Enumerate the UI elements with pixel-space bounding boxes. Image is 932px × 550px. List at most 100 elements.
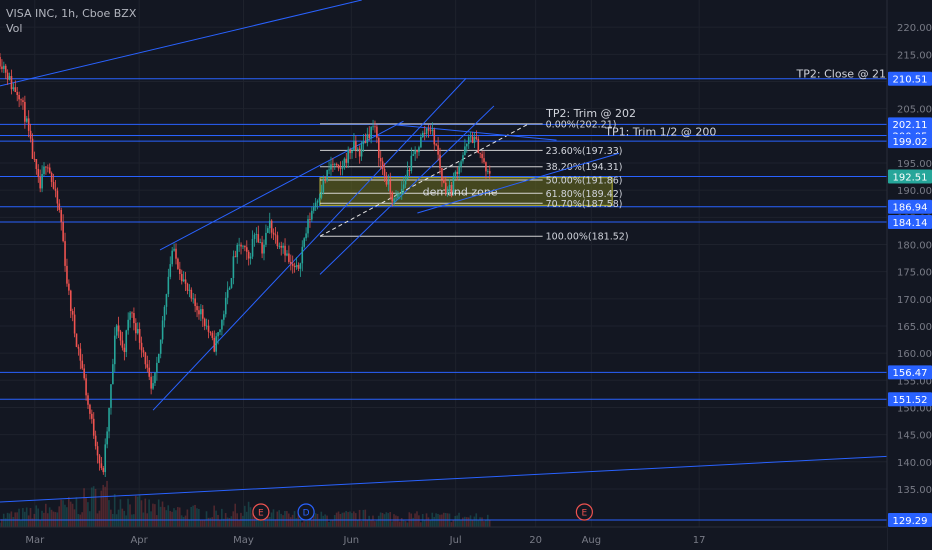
trendline[interactable] bbox=[319, 123, 529, 237]
candle-body bbox=[270, 220, 273, 233]
demand-zone[interactable]: demand zone bbox=[319, 177, 613, 206]
price-level-tag[interactable] bbox=[888, 365, 932, 380]
candle-body bbox=[475, 137, 478, 139]
volume-bar bbox=[450, 522, 453, 527]
trendline[interactable] bbox=[152, 77, 467, 411]
price-level-tag[interactable] bbox=[888, 199, 932, 214]
candle-body bbox=[123, 347, 126, 353]
time-axis[interactable]: Mar Apr May Jun Jul 20 Aug 17 bbox=[0, 526, 887, 550]
candle-body bbox=[452, 177, 455, 193]
horizontal-levels[interactable] bbox=[0, 78, 887, 521]
candle-body bbox=[443, 179, 445, 183]
candle-body bbox=[364, 141, 367, 143]
price-tick-label: 145.00 bbox=[897, 431, 932, 442]
volume-bar bbox=[337, 511, 340, 527]
price-level-tag[interactable] bbox=[888, 169, 932, 184]
volume-bar bbox=[230, 516, 233, 527]
volume-bar bbox=[129, 504, 131, 527]
trendline[interactable] bbox=[417, 152, 620, 214]
volume-bar bbox=[242, 515, 244, 527]
volume-bar bbox=[45, 503, 47, 527]
candle-body bbox=[29, 130, 32, 139]
volume-bar bbox=[92, 486, 95, 527]
demand-zone-box[interactable] bbox=[319, 177, 613, 206]
price-level-tag[interactable] bbox=[888, 214, 932, 229]
time-tick-label: Jun bbox=[343, 535, 360, 546]
volume-bar bbox=[433, 516, 435, 527]
volume-bar bbox=[173, 508, 175, 527]
candle-body bbox=[52, 181, 55, 189]
earnings-marker[interactable] bbox=[252, 503, 270, 521]
volume-bar bbox=[198, 508, 200, 527]
volume-bar bbox=[429, 519, 432, 527]
candle-body bbox=[79, 348, 82, 361]
candle-body bbox=[355, 141, 357, 151]
fib-retracement[interactable]: 0.00%(202.21) 23.60%(197.33) 38.20%(194.31… bbox=[320, 119, 629, 243]
candle-body bbox=[312, 207, 315, 211]
price-tick-label: 180.00 bbox=[897, 240, 932, 251]
price-level-tag[interactable] bbox=[888, 512, 932, 527]
price-level-tag[interactable] bbox=[888, 392, 932, 407]
candle-body bbox=[399, 193, 401, 195]
candle-body bbox=[356, 148, 359, 151]
price-level-tag[interactable] bbox=[888, 134, 932, 149]
candle-body bbox=[173, 248, 175, 251]
volume-bar bbox=[345, 510, 347, 527]
chart-legend: VISA INC, 1h, Cboe BZX Vol bbox=[6, 6, 136, 36]
trendline[interactable] bbox=[0, 0, 362, 87]
candle-body bbox=[129, 312, 131, 320]
candle-body bbox=[368, 134, 371, 139]
dividend-marker[interactable] bbox=[297, 503, 315, 521]
volume-bar bbox=[188, 519, 191, 527]
volume-bar bbox=[322, 515, 325, 527]
volume-bar bbox=[284, 510, 286, 527]
volume-label[interactable]: Vol bbox=[6, 22, 23, 35]
trendline[interactable] bbox=[0, 455, 888, 503]
candle-body bbox=[454, 171, 457, 178]
candle-body bbox=[75, 333, 78, 347]
volume-bar bbox=[307, 520, 309, 527]
candle-body bbox=[483, 158, 485, 163]
candle-body bbox=[339, 168, 342, 170]
volume-bar bbox=[293, 511, 296, 527]
time-tick-label: Mar bbox=[25, 535, 45, 546]
candle-body bbox=[39, 176, 41, 189]
candle-body bbox=[332, 164, 334, 166]
price-level-tag[interactable] bbox=[888, 117, 932, 132]
volume-bar bbox=[471, 519, 474, 527]
price-level-tag-label: 151.52 bbox=[893, 395, 928, 406]
volume-bar bbox=[383, 514, 386, 527]
candle-body bbox=[56, 190, 59, 204]
price-tick-label: 165.00 bbox=[897, 322, 932, 333]
volume-bar bbox=[477, 519, 479, 527]
candle-body bbox=[152, 383, 154, 389]
volume-bar bbox=[167, 505, 170, 527]
volume-bar bbox=[154, 504, 156, 527]
candle-body bbox=[223, 314, 225, 320]
volume-bar bbox=[404, 520, 407, 527]
volume-bar bbox=[416, 511, 418, 527]
candle-body bbox=[303, 238, 305, 247]
volume-bar bbox=[85, 497, 87, 527]
price-axis[interactable]: 220.00215.00210.00205.00200.00195.00190.… bbox=[886, 0, 932, 550]
volume-bar bbox=[184, 515, 187, 527]
volume-bar bbox=[155, 515, 158, 527]
symbol-title[interactable]: VISA INC, 1h, Cboe BZX bbox=[6, 7, 137, 20]
price-tick-label: 160.00 bbox=[897, 349, 932, 360]
price-level-tag[interactable] bbox=[888, 71, 932, 86]
trendline[interactable] bbox=[319, 105, 495, 275]
volume-bar bbox=[209, 517, 212, 527]
candle-body bbox=[163, 306, 166, 321]
volume-bar bbox=[217, 514, 219, 527]
volume-bar bbox=[115, 514, 118, 527]
price-level-tag-label: 186.94 bbox=[893, 203, 928, 214]
candle-body bbox=[140, 342, 143, 351]
volume-bar bbox=[232, 511, 235, 527]
volume-bar bbox=[402, 519, 405, 527]
earnings-marker[interactable] bbox=[575, 503, 593, 521]
volume-bar bbox=[465, 517, 468, 527]
price-tick-label: 175.00 bbox=[897, 268, 932, 279]
volume-bar bbox=[205, 511, 208, 527]
